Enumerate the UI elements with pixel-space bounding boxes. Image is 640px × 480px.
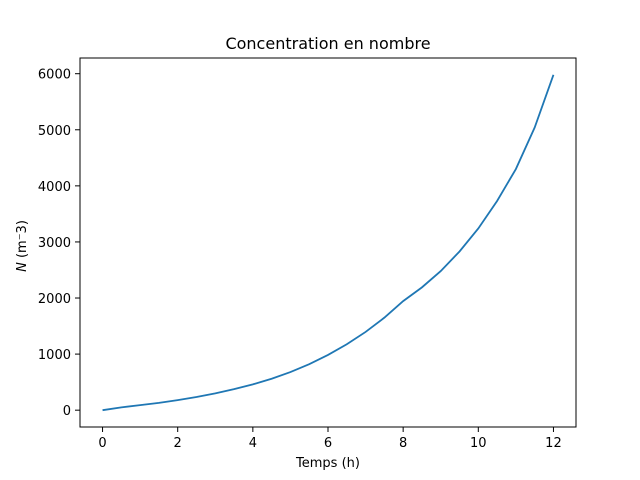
y-axis-ticks: 0 1000 2000 3000 4000 5000 6000: [38, 68, 80, 419]
y-tick-label: 1000: [38, 348, 71, 363]
y-tick-label: 6000: [38, 68, 71, 83]
x-tick-label: 4: [249, 436, 257, 451]
chart-title: Concentration en nombre: [225, 34, 430, 53]
axes-frame: [79, 57, 577, 428]
x-tick-label: 2: [174, 436, 182, 451]
plot-area: [79, 57, 577, 428]
x-tick-label: 6: [324, 436, 332, 451]
series-line: [102, 74, 555, 412]
x-axis-label: Temps (h): [295, 456, 360, 471]
y-tick-label: 5000: [38, 124, 71, 139]
y-tick-label: 2000: [38, 292, 71, 307]
x-tick-label: 10: [470, 436, 487, 451]
x-tick-label: 8: [399, 436, 407, 451]
y-axis-label: N (m⁻3): [15, 220, 30, 272]
y-tick-label: 4000: [38, 180, 71, 195]
y-tick-label: 0: [63, 404, 71, 419]
x-tick-label: 12: [545, 436, 562, 451]
x-axis-ticks: 0 2 4 6 8 10 12: [98, 427, 562, 451]
y-axis-label-unit: (m⁻3): [15, 220, 30, 262]
y-axis-label-symbol: N: [15, 262, 30, 272]
x-tick-label: 0: [98, 436, 106, 451]
y-tick-label: 3000: [38, 236, 71, 251]
